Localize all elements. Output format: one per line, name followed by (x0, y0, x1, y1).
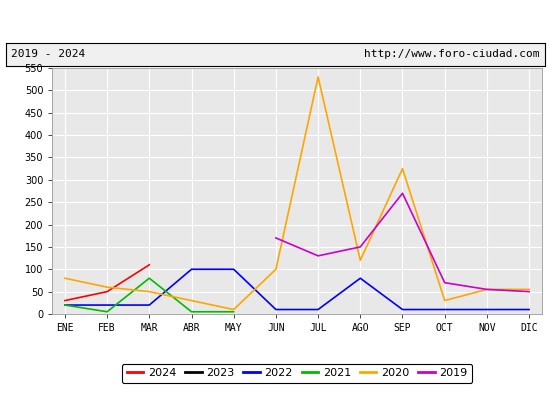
2019 (273, 236, 279, 240)
2019 (315, 254, 321, 258)
Text: http://www.foro-ciudad.com: http://www.foro-ciudad.com (364, 49, 539, 59)
2019 (399, 191, 406, 196)
2019 (357, 244, 364, 249)
Text: Evolucion Nº Turistas Nacionales en el municipio de Sukarrieta: Evolucion Nº Turistas Nacionales en el m… (27, 14, 523, 28)
2022 (62, 303, 68, 308)
2022 (146, 303, 152, 308)
2020 (273, 267, 279, 272)
2020 (188, 298, 195, 303)
2020 (230, 307, 237, 312)
2020 (104, 285, 111, 290)
2024 (104, 289, 111, 294)
2021 (188, 309, 195, 314)
2021 (104, 309, 111, 314)
2019 (483, 287, 490, 292)
2022 (399, 307, 406, 312)
Line: 2019: 2019 (276, 193, 529, 292)
2020 (399, 166, 406, 171)
2022 (273, 307, 279, 312)
2022 (526, 307, 532, 312)
2022 (230, 267, 237, 272)
2022 (442, 307, 448, 312)
Line: 2020: 2020 (65, 77, 529, 310)
2020 (146, 289, 152, 294)
2024 (62, 298, 68, 303)
Line: 2021: 2021 (65, 278, 234, 312)
2020 (483, 287, 490, 292)
2020 (357, 258, 364, 263)
2022 (104, 303, 111, 308)
2023 (526, 289, 532, 294)
2024 (146, 262, 152, 267)
2022 (357, 276, 364, 281)
Legend: 2024, 2023, 2022, 2021, 2020, 2019: 2024, 2023, 2022, 2021, 2020, 2019 (122, 364, 472, 383)
Line: 2022: 2022 (65, 269, 529, 310)
Text: 2019 - 2024: 2019 - 2024 (11, 49, 85, 59)
Line: 2024: 2024 (65, 265, 149, 300)
2021 (230, 309, 237, 314)
2020 (526, 287, 532, 292)
2021 (62, 303, 68, 308)
2020 (62, 276, 68, 281)
2022 (188, 267, 195, 272)
2019 (442, 280, 448, 285)
2021 (146, 276, 152, 281)
2020 (442, 298, 448, 303)
2022 (315, 307, 321, 312)
2022 (483, 307, 490, 312)
2019 (526, 289, 532, 294)
2020 (315, 74, 321, 79)
